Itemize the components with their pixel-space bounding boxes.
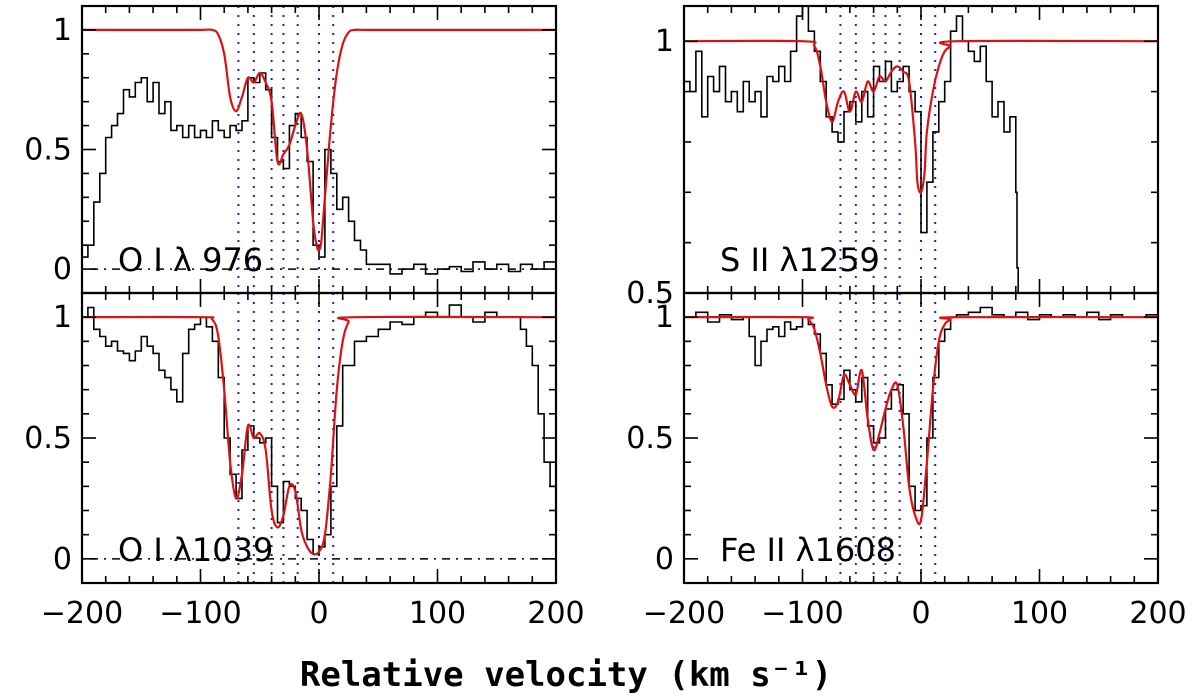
y-tick-label: 1 xyxy=(655,24,674,59)
y-tick-label: 0 xyxy=(53,542,72,577)
y-tick-label: 0.5 xyxy=(626,276,674,311)
spectrum-data-line xyxy=(82,72,556,275)
x-axis-label: Relative velocity (km s⁻¹) xyxy=(300,655,832,695)
panel-ion-label: O I λ1039 xyxy=(118,531,273,569)
spectrum-data-line xyxy=(684,306,1158,512)
model-fit-line xyxy=(684,39,1158,194)
panel-ion-label: O I λ 976 xyxy=(118,241,263,279)
x-tick-label: 0 xyxy=(911,596,930,631)
panel-plot-area xyxy=(684,6,1158,293)
panel-plot-area xyxy=(82,6,556,293)
spectrum-data-line xyxy=(82,304,556,555)
model-fit-line xyxy=(82,28,556,252)
x-tick-label: 100 xyxy=(1011,596,1068,631)
model-fit-line xyxy=(82,315,556,556)
y-tick-label: 0.5 xyxy=(24,421,72,456)
x-tick-label: 0 xyxy=(309,596,328,631)
x-tick-label: 100 xyxy=(409,596,466,631)
spectrum-data-line xyxy=(684,6,1019,293)
y-tick-label: 0.5 xyxy=(24,133,72,168)
panel-p-sii1259: 0.5 1 S II λ1259 xyxy=(626,4,1160,311)
panel-p-oi976: 0 0.5 1 O I λ 976 xyxy=(24,4,558,295)
y-tick-label: 0 xyxy=(53,252,72,287)
y-tick-label: 1 xyxy=(53,300,72,335)
panel-ion-label: Fe II λ1608 xyxy=(720,531,896,569)
x-tick-label: 200 xyxy=(1129,596,1186,631)
y-tick-label: 0.5 xyxy=(626,421,674,456)
panel-plot-area xyxy=(82,293,556,583)
y-tick-label: 1 xyxy=(53,13,72,48)
y-tick-label: 0 xyxy=(655,542,674,577)
x-tick-label: −100 xyxy=(761,596,843,631)
model-fit-line xyxy=(684,315,1158,526)
y-tick-label: 1 xyxy=(655,300,674,335)
panel-ion-label: S II λ1259 xyxy=(720,241,880,279)
x-tick-label: −200 xyxy=(643,596,725,631)
panel-p-oi1039: 0 0.5 1 −200 −100 0 100 200 O I λ1039 xyxy=(24,291,585,631)
x-tick-label: −200 xyxy=(41,596,123,631)
x-tick-label: −100 xyxy=(159,596,241,631)
panel-plot-area xyxy=(684,293,1158,583)
panel-p-feii1608: 0 0.5 1 −200 −100 0 100 200 Fe II λ1608 xyxy=(626,291,1187,631)
x-tick-label: 200 xyxy=(527,596,584,631)
